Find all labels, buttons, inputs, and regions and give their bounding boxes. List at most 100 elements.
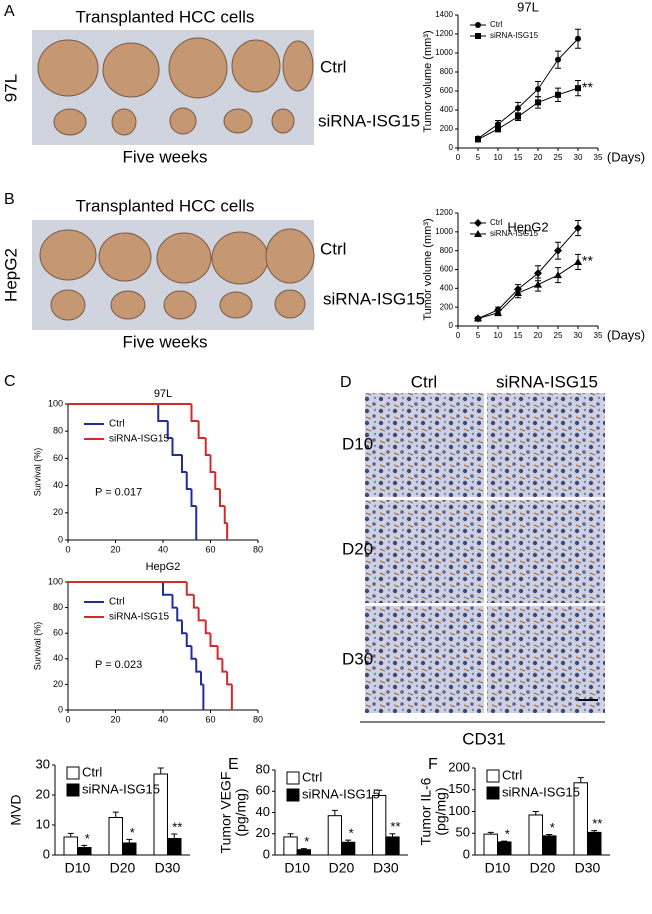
histology-grid bbox=[365, 393, 605, 713]
y-tick-label: 1200 bbox=[435, 208, 453, 217]
y-tick-label: 150 bbox=[448, 781, 470, 796]
survival-step bbox=[204, 620, 211, 635]
survival-step bbox=[209, 455, 216, 473]
survival-step bbox=[221, 658, 228, 673]
cell-line: 97L bbox=[1, 74, 20, 102]
y-tick-label: 100 bbox=[48, 398, 63, 408]
x-tick-label: 0 bbox=[65, 544, 70, 554]
error-bar bbox=[287, 833, 294, 837]
error-bar bbox=[345, 839, 352, 843]
y-tick-label: 400 bbox=[440, 105, 454, 114]
survival-step bbox=[192, 594, 199, 609]
chart-title: HepG2 bbox=[507, 219, 548, 234]
series-line bbox=[477, 261, 579, 319]
legend-swatch bbox=[66, 766, 80, 780]
y-tick-label: 200 bbox=[440, 124, 454, 133]
photo-caption: Five weeks bbox=[122, 332, 207, 351]
error-bar bbox=[67, 832, 74, 837]
y-tick-label: 1000 bbox=[435, 227, 453, 236]
legend-label: siRNA-ISG15 bbox=[490, 31, 539, 40]
annotation: * bbox=[550, 820, 555, 835]
x-tick-label: 40 bbox=[158, 544, 168, 554]
y-tick-label: 0 bbox=[43, 846, 50, 861]
x-tick-label: 15 bbox=[514, 331, 523, 340]
x-tick-label: 20 bbox=[534, 331, 543, 340]
y-tick-label: 200 bbox=[448, 759, 470, 774]
annotation: * bbox=[85, 831, 90, 846]
error-bar bbox=[389, 833, 396, 837]
y-tick-label: 100 bbox=[448, 803, 470, 818]
x-tick-label: 80 bbox=[253, 544, 263, 554]
survival-step bbox=[190, 489, 197, 507]
bar bbox=[483, 833, 498, 856]
marker bbox=[555, 56, 561, 63]
y-tick-label: 600 bbox=[440, 86, 454, 95]
annotation: ** bbox=[582, 253, 593, 269]
x-tick-label: 10 bbox=[494, 331, 503, 340]
y-axis-label: Tumor volume (mm³) bbox=[422, 218, 434, 320]
survival-step bbox=[190, 404, 199, 422]
panel-letter: E bbox=[228, 756, 239, 773]
y-tick-label: 1000 bbox=[435, 48, 453, 57]
error-bar bbox=[376, 789, 383, 796]
y-axis-label: Tumor IL-6 bbox=[418, 777, 434, 845]
y-tick-label: 800 bbox=[440, 246, 454, 255]
y-tick-label: 80 bbox=[53, 602, 63, 612]
row-label: D30 bbox=[342, 649, 373, 668]
x-tick-label: 0 bbox=[456, 153, 461, 162]
x-tick-label: 25 bbox=[554, 331, 563, 340]
y-tick-label: 80 bbox=[256, 761, 270, 776]
x-tick-label: 10 bbox=[494, 153, 503, 162]
bar bbox=[497, 841, 512, 856]
tumors bbox=[39, 228, 315, 321]
bar bbox=[296, 849, 311, 856]
y-tick-label: 600 bbox=[440, 265, 454, 274]
x-tick-label: 20 bbox=[110, 714, 120, 724]
y-tick-label: 30 bbox=[36, 756, 50, 771]
survival-step bbox=[171, 438, 182, 456]
marker bbox=[474, 314, 482, 322]
row-label: D10 bbox=[342, 434, 373, 453]
y-tick-label: 100 bbox=[48, 576, 63, 586]
y-axis-label: Survival (%) bbox=[32, 448, 42, 497]
x-tick-label: 30 bbox=[574, 331, 583, 340]
annotation: * bbox=[349, 826, 354, 841]
marker bbox=[495, 126, 501, 132]
survival-step bbox=[166, 421, 173, 439]
marker bbox=[494, 308, 502, 316]
survival-step bbox=[181, 620, 187, 635]
row-label: D20 bbox=[342, 539, 373, 558]
bar bbox=[341, 841, 356, 856]
bar bbox=[385, 836, 400, 856]
legend-label: Ctrl bbox=[502, 767, 522, 782]
error-bar bbox=[300, 848, 307, 850]
marker bbox=[575, 35, 581, 42]
error-bar bbox=[532, 811, 539, 815]
y-tick-label: 1400 bbox=[435, 10, 453, 19]
error-bar bbox=[546, 834, 553, 836]
cell-line: HepG2 bbox=[1, 248, 20, 302]
y-tick-label: 40 bbox=[53, 653, 63, 663]
y-axis-label: Survival (%) bbox=[32, 622, 42, 671]
y-axis-label: (pg/mg) bbox=[233, 788, 249, 836]
y-tick-label: 0 bbox=[263, 846, 270, 861]
x-axis-label: (Days) bbox=[607, 327, 645, 342]
marker bbox=[515, 113, 521, 120]
x-tick-label: 25 bbox=[554, 153, 563, 162]
marker bbox=[534, 269, 542, 278]
survival-step bbox=[162, 582, 173, 596]
legend-swatch bbox=[486, 786, 500, 800]
x-tick-label: 0 bbox=[456, 331, 461, 340]
error-bar bbox=[591, 830, 598, 833]
annotation: ** bbox=[592, 816, 602, 831]
y-tick-label: 400 bbox=[440, 283, 454, 292]
marker bbox=[554, 246, 562, 255]
survival-step bbox=[157, 404, 168, 422]
annotation: * bbox=[505, 827, 510, 842]
annotation: ** bbox=[172, 819, 182, 834]
legend-label: Ctrl bbox=[490, 218, 503, 227]
panel-letter: C bbox=[4, 373, 16, 390]
annotation: * bbox=[304, 834, 309, 849]
group-label: Ctrl bbox=[320, 239, 346, 258]
